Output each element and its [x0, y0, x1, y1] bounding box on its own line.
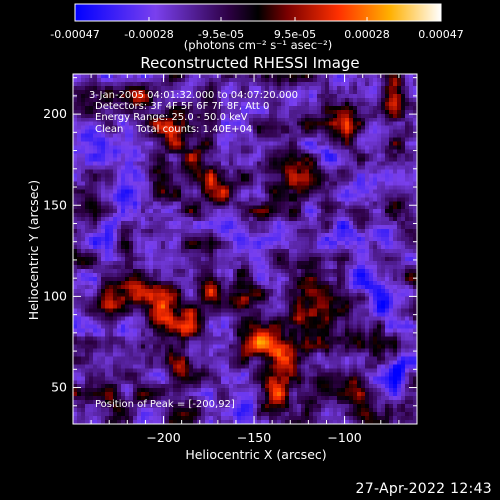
x-tick-label: −150: [237, 430, 271, 445]
info-block: 3-Jan-2005 04:01:32.000 to 04:07:20.000 …: [89, 90, 298, 135]
info-clean-counts: Clean Total counts: 1.40E+04: [95, 124, 252, 135]
colorbar-bar: [74, 3, 442, 22]
chart-title: Reconstructed RHESSI Image: [140, 54, 359, 72]
y-axis-title: Heliocentric Y (arcsec): [26, 180, 41, 320]
peak-position-label: Position of Peak = [-200,92]: [95, 399, 235, 410]
colorbar-ticks: -0.00047 -0.00028 -9.5e-05 9.5e-05 0.00028 0.…: [50, 17, 464, 41]
y-tick-label: 100: [43, 288, 67, 303]
heatmap-raster: [73, 74, 417, 424]
colorbar-tick-label: 0.00028: [344, 28, 390, 41]
y-tick-label: 150: [43, 197, 67, 212]
colorbar-tick-label: -9.5e-05: [198, 28, 244, 41]
y-tick-label: 50: [51, 380, 67, 395]
colorbar-tick-label: 9.5e-05: [274, 28, 316, 41]
plot-frame: [72, 73, 418, 425]
colorbar-unit-label: (photons cm⁻² s⁻¹ asec⁻²): [184, 38, 332, 52]
x-tick-label: −100: [327, 430, 361, 445]
info-energy-range: Energy Range: 25.0 - 50.0 keV: [95, 112, 248, 123]
colorbar-tick-label: 0.00047: [418, 28, 464, 41]
info-time-range: 3-Jan-2005 04:01:32.000 to 04:07:20.000: [89, 90, 298, 101]
axis-ticks: −200 −150 −100 50 100 150 200: [43, 74, 418, 445]
colorbar: -0.00047 -0.00028 -9.5e-05 9.5e-05 0.00028 0.…: [50, 3, 464, 52]
x-axis-title: Heliocentric X (arcsec): [185, 447, 326, 462]
colorbar-tick-label: -0.00028: [124, 28, 173, 41]
colorbar-tick-label: -0.00047: [50, 28, 99, 41]
y-tick-label: 200: [43, 106, 67, 121]
timestamp-footer: 27-Apr-2022 12:43: [355, 481, 492, 497]
info-detectors: Detectors: 3F 4F 5F 6F 7F 8F, Att 0: [95, 101, 269, 112]
x-tick-label: −200: [146, 430, 180, 445]
heatmap-image: [73, 74, 417, 424]
